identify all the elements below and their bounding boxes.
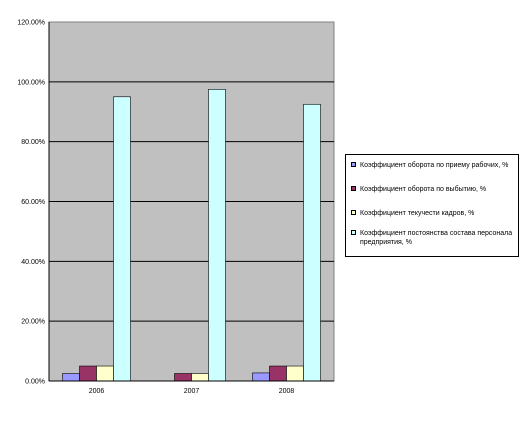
bar: [79, 365, 97, 382]
y-tick-label: 120.00%: [17, 20, 45, 27]
bars: [62, 89, 321, 382]
legend-label: Коэффициент оборота по выбытию, %: [360, 186, 487, 193]
y-tick-label: 80.00%: [21, 139, 45, 146]
y-tick-label: 60.00%: [21, 199, 45, 206]
legend: Коэффициент оборота по приему рабочих, %…: [345, 154, 519, 257]
legend-item: Коэффициент оборота по выбытию, %: [351, 185, 516, 194]
x-tick-label: 2007: [184, 388, 200, 395]
bar: [62, 373, 80, 382]
legend-swatch: [351, 230, 356, 235]
bar: [191, 373, 209, 382]
y-tick-label: 100.00%: [17, 79, 45, 86]
y-tick-label: 20.00%: [21, 319, 45, 326]
y-tick-label: 0.00%: [25, 379, 45, 386]
legend-label: Коэффициент оборота по приему рабочих, %: [360, 162, 509, 169]
legend-item: Коэффициент текучести кадров, %: [351, 209, 516, 218]
legend-swatch: [351, 210, 356, 215]
bar: [96, 365, 114, 382]
bar: [113, 96, 131, 382]
legend-swatch: [351, 162, 356, 167]
legend-label: Коэффициент текучести кадров, %: [360, 210, 475, 217]
x-tick-label: 2006: [89, 388, 105, 395]
y-tick-labels: 0.00% 20.00% 40.00% 60.00% 80.00% 100.00% 120.…: [17, 20, 45, 386]
legend-label: Коэффициент постоянства состава персонал…: [360, 230, 513, 246]
bar: [208, 89, 226, 382]
legend-item: Коэффициент постоянства состава персонал…: [351, 229, 516, 247]
x-tick-label: 2008: [279, 388, 295, 395]
bar: [252, 372, 270, 382]
bar: [303, 103, 321, 382]
x-tick-labels: 2006 2007 2008: [89, 388, 295, 395]
gridlines: [49, 81, 334, 322]
bar: [286, 365, 304, 382]
y-tick-label: 40.00%: [21, 259, 45, 266]
legend-item: Коэффициент оборота по приему рабочих, %: [351, 161, 516, 170]
bar: [174, 373, 192, 382]
bar: [269, 365, 287, 382]
legend-swatch: [351, 186, 356, 191]
axes: [48, 22, 334, 382]
